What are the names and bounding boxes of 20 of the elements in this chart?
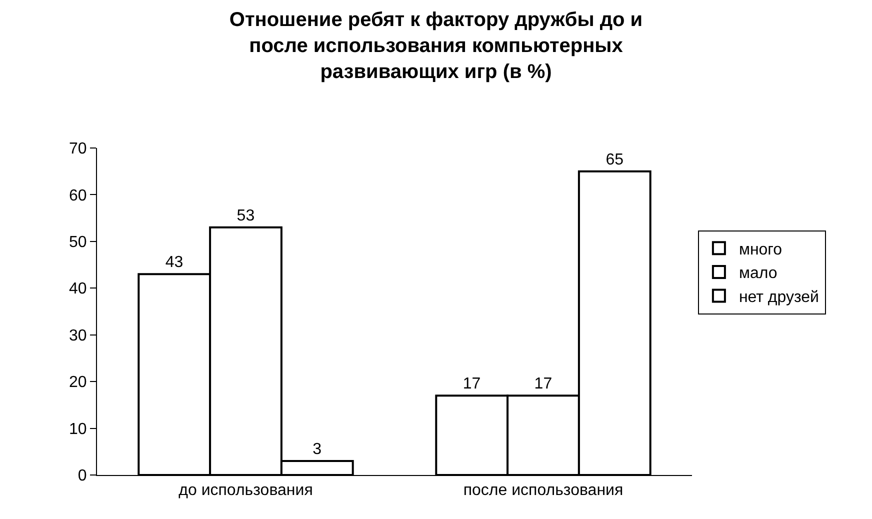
x-tick-label: до использования: [178, 482, 313, 500]
data-label: 53: [236, 207, 255, 224]
data-label: 17: [462, 376, 481, 393]
chart-title: Отношение ребят к фактору дружбы до и после использования компьютерных развивающих игр (в %): [229, 8, 643, 83]
data-label: 65: [606, 151, 624, 168]
y-tick-label: 40: [69, 280, 87, 298]
data-label: 3: [312, 440, 322, 458]
y-tick-label: 50: [69, 234, 87, 252]
x-tick-label: после использования: [463, 482, 624, 500]
y-tick-label: 70: [69, 140, 87, 158]
y-tick-label: 10: [69, 420, 87, 438]
y-tick-label: 60: [69, 187, 87, 204]
data-label: 43: [165, 254, 184, 272]
y-tick-label: 20: [69, 374, 87, 392]
legend-label: много: [738, 241, 782, 258]
data-label: 17: [534, 376, 552, 393]
y-tick-label: 0: [78, 468, 87, 485]
legend-label: мало: [738, 265, 778, 282]
legend-label: нет друзей: [738, 289, 819, 306]
y-tick-label: 30: [69, 327, 87, 344]
